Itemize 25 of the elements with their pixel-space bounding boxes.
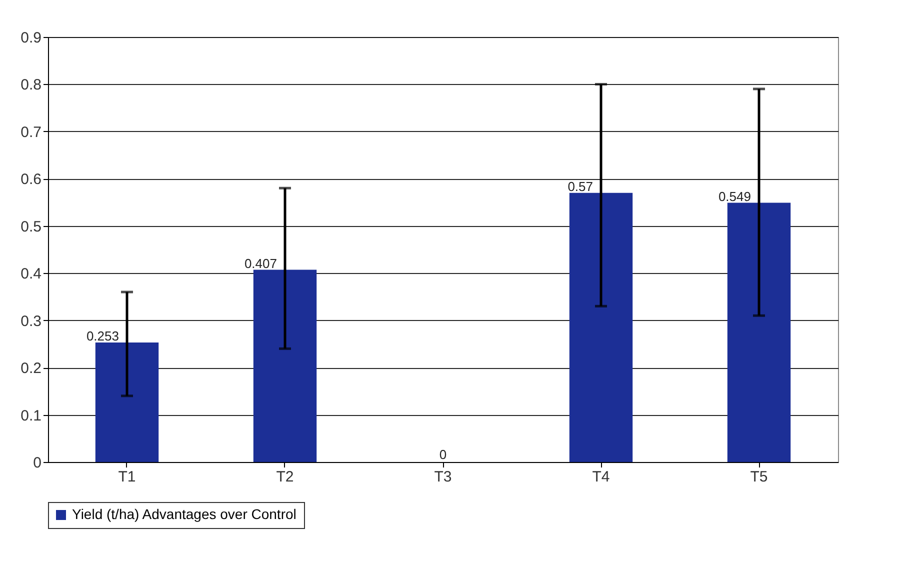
y-tick-label: 0.9 [20,30,42,46]
y-tick-label: 0.6 [20,171,42,188]
y-tick-label: 0.3 [20,312,42,330]
bar [727,202,791,462]
x-tick-label: T4 [592,468,610,486]
y-tick-label: 0.4 [20,266,42,283]
x-tick-label: T2 [276,468,294,486]
data-label: 0.253 [86,328,119,344]
data-label: 0.549 [718,188,751,204]
y-tick-label: 0.1 [20,407,42,424]
bar [95,342,159,462]
y-tick-label: 0.8 [20,76,42,94]
x-tick-label: T5 [750,468,768,486]
y-tick-label: 0 [33,454,42,472]
x-tick-label: T3 [434,468,452,486]
x-tick-label: T1 [118,468,136,486]
y-tick-label: 0.5 [20,218,42,236]
y-tick-label: 0.2 [20,360,42,378]
y-tick-label: 0.7 [20,124,42,141]
data-label: 0.407 [244,256,277,271]
data-label: 0 [439,447,447,462]
bar [569,192,633,462]
legend-label: Yield (t/ha) Advantages over Control [72,506,296,522]
bar [253,270,317,462]
data-label: 0.57 [568,178,593,194]
